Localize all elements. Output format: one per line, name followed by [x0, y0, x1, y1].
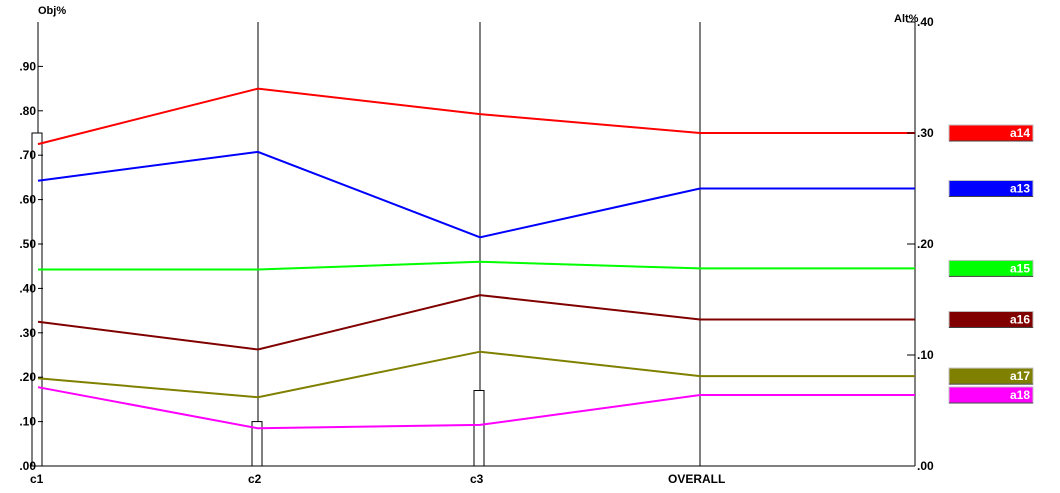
left-tick-label: .10 — [19, 415, 36, 429]
weight-bar-c1 — [31, 132, 43, 467]
legend-item-a18: a18 — [948, 386, 1034, 404]
category-labels: c1 c2 c3 OVERALL — [30, 472, 725, 486]
legend-item-a14: a14 — [948, 124, 1034, 142]
left-tick-label: .00 — [19, 459, 36, 473]
right-tick-label: .10 — [917, 348, 934, 362]
criterion-weight-bars — [31, 132, 485, 467]
series-line-a17 — [37, 350, 915, 399]
left-tick-label: .40 — [19, 281, 36, 295]
legend-label: a17 — [1010, 369, 1030, 383]
left-tick-label: .20 — [19, 370, 36, 384]
legend-label: a14 — [1010, 126, 1030, 140]
series-line-a14 — [37, 87, 915, 146]
legend-label: a16 — [1010, 312, 1030, 326]
left-tick-label: .90 — [19, 59, 36, 73]
legend-item-a16: a16 — [948, 310, 1034, 328]
right-axis-title: Alt% — [894, 13, 919, 25]
left-tick-label: .80 — [19, 104, 36, 118]
left-tick-label: .70 — [19, 148, 36, 162]
series-line-a15 — [38, 260, 915, 271]
legend-label: a18 — [1010, 388, 1030, 402]
legend-item-a15: a15 — [948, 259, 1034, 277]
legend: a14 a13 a15 a16 a17 a18 — [948, 124, 1034, 404]
right-tick-label: .20 — [917, 237, 934, 251]
axis-ticks: .00 .10 .20 .30 .40 .50 .60 .70 .80 .90 .00 .10 .20.… — [19, 15, 934, 473]
series-line-a13 — [37, 150, 915, 239]
category-label-c2: c2 — [248, 472, 262, 486]
right-tick-label: .30 — [917, 126, 934, 140]
left-tick-label: .30 — [19, 326, 36, 340]
left-tick-label: .50 — [19, 237, 36, 251]
legend-label: a13 — [1010, 182, 1030, 196]
weight-bar-c2 — [251, 421, 263, 467]
series-lines — [37, 87, 915, 430]
legend-label: a15 — [1010, 261, 1030, 275]
category-label-c3: c3 — [470, 472, 484, 486]
left-tick-label: .60 — [19, 193, 36, 207]
left-axis-title: Obj% — [38, 5, 67, 17]
legend-item-a17: a17 — [948, 367, 1034, 385]
right-tick-label: .00 — [917, 459, 934, 473]
series-line-a18 — [37, 386, 915, 430]
right-tick-label: .40 — [917, 15, 934, 29]
legend-item-a13: a13 — [948, 180, 1034, 197]
weight-bar-c3 — [473, 390, 485, 467]
series-line-a16 — [37, 294, 915, 351]
category-label-overall: OVERALL — [668, 472, 725, 486]
category-label-c1: c1 — [30, 472, 44, 486]
